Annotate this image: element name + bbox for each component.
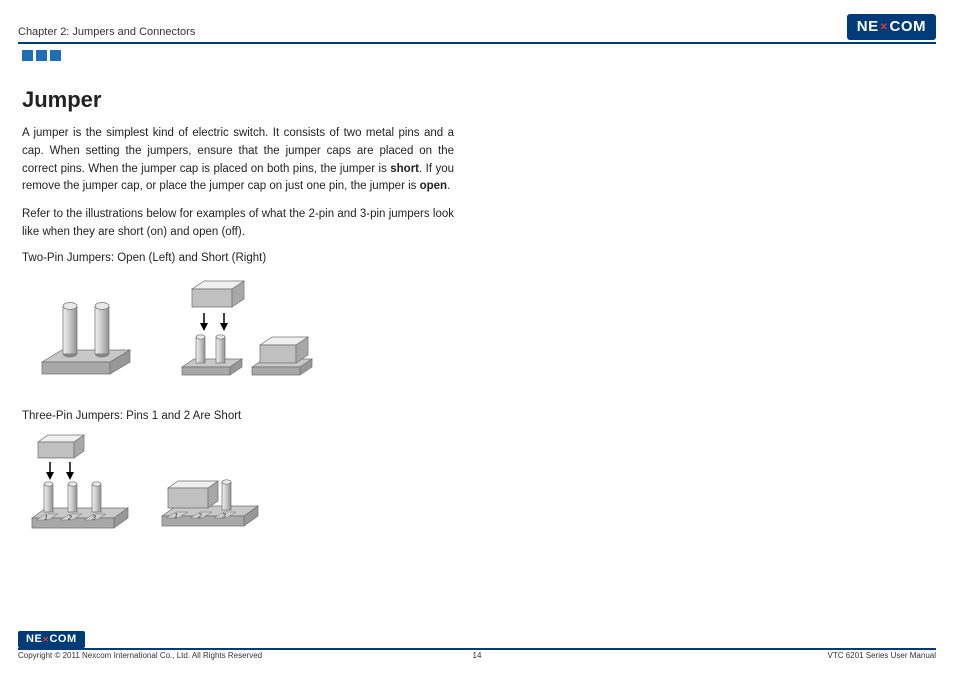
page-heading: Jumper <box>22 87 454 113</box>
copyright-text: Copyright © 2011 Nexcom International Co… <box>18 651 324 660</box>
svg-text:3: 3 <box>92 515 96 522</box>
refer-paragraph: Refer to the illustrations below for exa… <box>22 206 454 242</box>
logo-text-pre: NE <box>857 18 879 35</box>
two-pin-caption: Two-Pin Jumpers: Open (Left) and Short (… <box>22 252 454 264</box>
svg-text:3: 3 <box>222 513 226 520</box>
svg-text:1: 1 <box>174 513 178 520</box>
svg-text:2: 2 <box>197 513 202 520</box>
intro-paragraph: A jumper is the simplest kind of electri… <box>22 125 454 196</box>
two-pin-illustration <box>22 272 454 392</box>
header-rule <box>18 42 936 44</box>
logo-text-post: COM <box>890 18 927 35</box>
chapter-label: Chapter 2: Jumpers and Connectors <box>18 26 195 40</box>
brand-logo: NE✕COM <box>847 14 936 40</box>
three-pin-caption: Three-Pin Jumpers: Pins 1 and 2 Are Shor… <box>22 410 454 422</box>
page-number: 14 <box>324 651 630 660</box>
decorative-squares-icon <box>18 50 936 61</box>
three-pin-illustration: 1 2 3 <box>22 430 454 550</box>
logo-x-icon: ✕ <box>880 22 889 33</box>
svg-text:2: 2 <box>67 515 72 522</box>
manual-title: VTC 6201 Series User Manual <box>630 651 936 660</box>
footer-rule <box>18 648 936 650</box>
svg-text:1: 1 <box>44 515 48 522</box>
footer-logo: NE✕COM <box>18 631 85 648</box>
